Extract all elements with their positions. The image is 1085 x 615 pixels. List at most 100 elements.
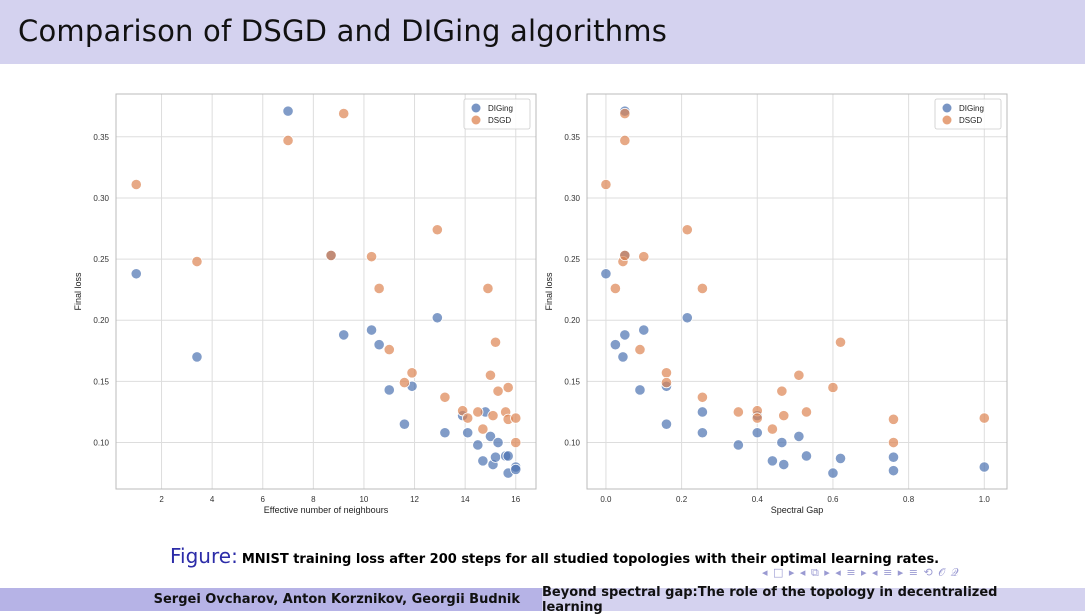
data-point-dsgd (778, 410, 790, 422)
data-point-dsgd (600, 178, 612, 191)
y-axis-label: Final loss (73, 272, 83, 311)
data-point-diging (477, 455, 489, 467)
data-point-diging (282, 105, 294, 117)
figure-area: 2 4 6 8 10 12 14 16 0.10 0.15 0.20 0.25 0.30 0.35 Effe… (0, 64, 1085, 544)
legend-box (463, 98, 531, 130)
data-point-dsgd (487, 410, 499, 422)
data-point-diging (510, 463, 522, 476)
chart-2: 0.0 0.2 0.4 0.6 0.8 1.0 0.10 0.15 0.20 0.25 0.30 0.… (544, 93, 1008, 515)
data-point-dsgd (660, 367, 673, 379)
slide-footer: Sergei Ovcharov, Anton Korznikov, Georgi… (0, 585, 1085, 615)
data-point-dsgd (130, 178, 142, 191)
legend-marker-dsgd (471, 115, 481, 125)
data-point-dsgd (510, 412, 522, 424)
data-point-dsgd (793, 369, 805, 381)
data-point-diging (776, 436, 788, 449)
x-tick-label: 0.4 (752, 495, 764, 504)
data-point-diging (732, 439, 744, 451)
data-point-diging (751, 427, 763, 439)
beamer-navigation-icons[interactable]: ◂ □ ▸ ◂ ⧉ ▸ ◂ ≡ ▸ ◂ ≡ ▸ ≡ ⟲ 𝒪 𝒬 (762, 566, 960, 579)
legend-marker-diging (471, 103, 481, 113)
data-point-diging (827, 467, 839, 479)
data-point-dsgd (776, 385, 788, 397)
footer-title: Beyond spectral gap:The role of the topo… (542, 585, 1085, 615)
data-point-dsgd (482, 282, 494, 295)
data-point-diging (696, 427, 709, 439)
x-tick-label: 0.6 (827, 495, 839, 504)
data-point-diging (484, 430, 497, 443)
data-point-dsgd (766, 423, 779, 435)
data-point-dsgd (681, 224, 693, 236)
x-tick-label: 0.2 (676, 495, 688, 504)
data-point-dsgd (191, 255, 203, 268)
data-point-diging (619, 329, 631, 341)
data-point-diging (800, 450, 813, 462)
data-point-dsgd (502, 381, 514, 394)
x-tick-label: 0.8 (903, 495, 915, 504)
data-point-dsgd (462, 412, 474, 424)
data-point-dsgd (431, 224, 443, 236)
data-point-diging (489, 451, 502, 463)
data-point-dsgd (489, 336, 502, 348)
legend-label: DIGing (488, 104, 513, 113)
y-tick-label: 0.35 (93, 133, 109, 142)
data-point-diging (617, 351, 629, 363)
x-axis-label: Spectral Gap (771, 505, 824, 515)
slide-title: Comparison of DSGD and DIGing algorithms (18, 14, 668, 48)
data-point-diging (793, 430, 805, 443)
y-tick-label: 0.15 (564, 377, 580, 386)
y-tick-label: 0.30 (93, 194, 109, 203)
data-point-dsgd (492, 385, 504, 397)
data-point-diging (660, 418, 673, 430)
data-point-dsgd (696, 391, 709, 403)
data-point-dsgd (634, 343, 646, 356)
data-point-diging (766, 455, 779, 467)
plot-frame (586, 93, 1008, 490)
data-point-dsgd (827, 381, 839, 394)
data-point-dsgd (751, 412, 763, 424)
data-point-dsgd (732, 406, 744, 418)
data-point-dsgd (406, 367, 418, 379)
data-point-dsgd (383, 343, 395, 356)
data-point-dsgd (510, 436, 522, 449)
data-point-diging (887, 465, 900, 477)
y-tick-label: 0.20 (93, 316, 109, 325)
data-point-dsgd (439, 391, 451, 403)
data-point-dsgd (398, 377, 411, 389)
data-point-dsgd (472, 406, 484, 418)
data-point-diging (600, 268, 612, 280)
data-point-dsgd (619, 134, 631, 147)
y-tick-label: 0.10 (93, 439, 109, 448)
data-point-dsgd (477, 423, 489, 435)
data-point-diging (398, 418, 411, 430)
data-point-diging (191, 351, 203, 363)
data-point-diging (373, 339, 385, 351)
y-tick-label: 0.30 (564, 194, 580, 203)
data-point-diging (634, 384, 646, 396)
data-point-dsgd (887, 413, 900, 425)
data-point-dsgd (978, 412, 990, 424)
scatter-charts: 2 4 6 8 10 12 14 16 0.10 0.15 0.20 0.25 0.30 0.35 Effe… (73, 93, 1008, 515)
legend-label: DSGD (488, 116, 511, 125)
data-point-dsgd (325, 249, 337, 262)
data-point-diging (365, 324, 378, 336)
data-point-diging (439, 427, 451, 439)
x-axis-label: Effective number of neighbours (264, 505, 389, 515)
caption-text: MNIST training loss after 200 steps for … (241, 552, 940, 567)
data-point-diging (431, 312, 443, 324)
data-point-dsgd (484, 369, 497, 381)
data-point-diging (492, 436, 504, 449)
y-tick-label: 0.10 (564, 439, 580, 448)
data-point-dsgd (282, 134, 294, 147)
data-point-diging (472, 439, 484, 451)
data-point-dsgd (619, 249, 631, 262)
data-point-diging (887, 451, 900, 463)
x-tick-label: 16 (511, 495, 520, 504)
data-point-diging (778, 458, 790, 471)
caption-label: Figure: (170, 544, 238, 568)
data-point-dsgd (338, 107, 350, 120)
footer-authors: Sergei Ovcharov, Anton Korznikov, Georgi… (0, 588, 542, 611)
chart-1: 2 4 6 8 10 12 14 16 0.10 0.15 0.20 0.25 0.30 0.35 Effe… (73, 93, 537, 515)
x-tick-label: 6 (261, 495, 266, 504)
data-point-dsgd (609, 282, 621, 295)
